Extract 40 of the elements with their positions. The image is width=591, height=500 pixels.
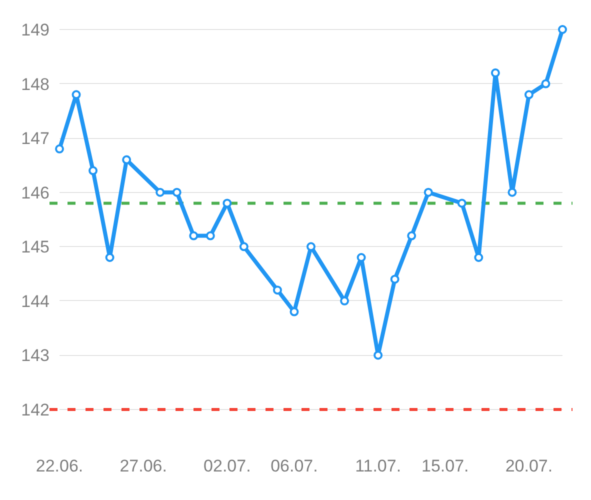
point [474, 253, 484, 262]
point [55, 144, 64, 154]
point [558, 25, 567, 34]
y-tick-label: 149 [21, 20, 50, 40]
point [524, 90, 534, 100]
point [72, 90, 81, 100]
y-tick-label: 146 [21, 183, 50, 202]
point [105, 253, 114, 262]
x-tick-label: 22.06. [36, 456, 84, 476]
point [340, 296, 350, 306]
y-tick-label: 147 [21, 129, 50, 148]
x-tick-label: 02.07. [204, 456, 251, 476]
point [374, 350, 383, 360]
y-tick-label: 143 [21, 346, 50, 366]
x-tick-label: 15.07. [422, 456, 469, 476]
y-tick-label: 144 [21, 292, 50, 311]
point [457, 198, 466, 208]
x-tick-label: 27.06. [120, 456, 167, 476]
point [239, 242, 248, 252]
x-tick-label: 06.07. [270, 456, 318, 476]
point [122, 155, 132, 164]
point [356, 253, 366, 262]
point [156, 188, 165, 197]
x-tick-label: 11.07. [355, 456, 402, 476]
x-tick-label: 20.07. [505, 456, 553, 476]
point [508, 188, 517, 197]
point [189, 231, 198, 240]
point [424, 188, 433, 197]
point [390, 274, 400, 284]
y-tick-label: 145 [21, 238, 50, 257]
point [541, 79, 550, 88]
point [206, 231, 215, 240]
point [272, 286, 282, 295]
y-tick-label: 142 [21, 400, 50, 420]
y-tick-label: 148 [21, 74, 50, 94]
point [172, 188, 182, 197]
point [407, 231, 416, 240]
point [88, 166, 98, 176]
point [290, 307, 299, 316]
point [490, 68, 500, 78]
